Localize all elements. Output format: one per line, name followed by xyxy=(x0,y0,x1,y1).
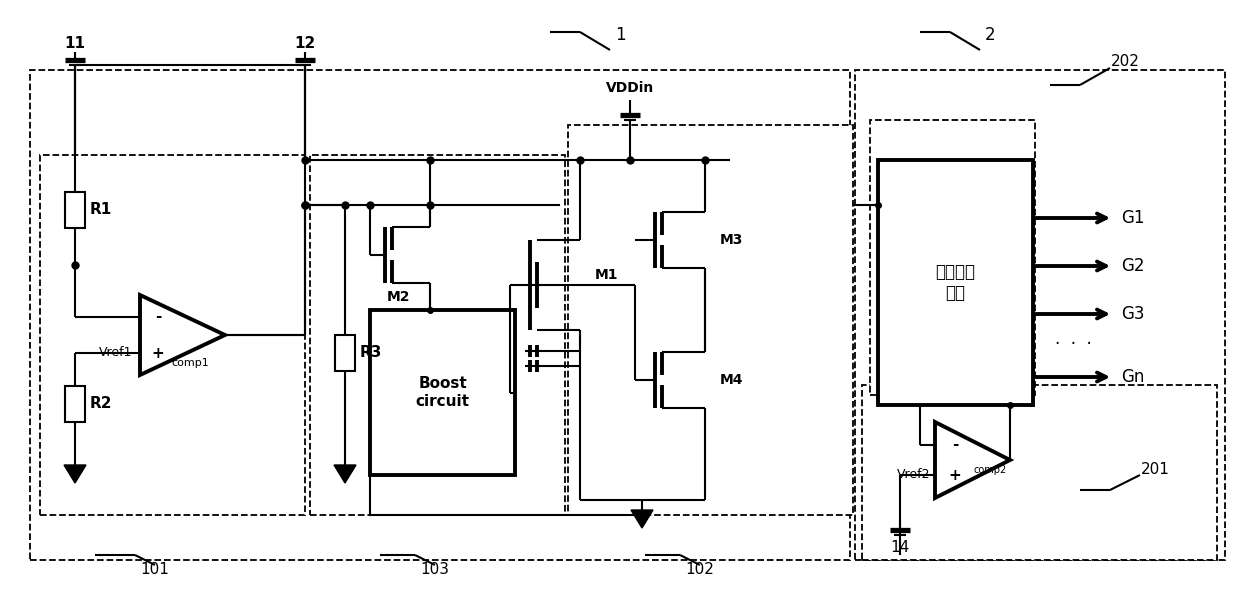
Bar xyxy=(878,160,1033,405)
Polygon shape xyxy=(140,295,224,375)
Text: 103: 103 xyxy=(420,563,449,577)
Text: -: - xyxy=(155,310,161,325)
Text: 101: 101 xyxy=(140,563,170,577)
Text: 1: 1 xyxy=(615,26,625,44)
Polygon shape xyxy=(64,465,86,483)
Text: 202: 202 xyxy=(1111,55,1140,69)
Text: ·  ·  ·: · · · xyxy=(1055,335,1091,353)
Text: 栅极驱动
模块: 栅极驱动 模块 xyxy=(935,263,976,302)
Text: 14: 14 xyxy=(890,540,910,555)
Text: Vref2: Vref2 xyxy=(897,469,930,481)
Text: Boost
circuit: Boost circuit xyxy=(415,376,470,409)
Bar xyxy=(862,385,1216,560)
Bar xyxy=(370,310,515,475)
Text: 11: 11 xyxy=(64,36,86,52)
Text: 102: 102 xyxy=(686,563,714,577)
Bar xyxy=(310,155,565,515)
Text: +: + xyxy=(151,345,165,361)
Text: G3: G3 xyxy=(1121,305,1145,323)
Text: R3: R3 xyxy=(360,345,382,360)
Text: 2: 2 xyxy=(985,26,996,44)
Bar xyxy=(40,155,305,515)
Bar xyxy=(335,334,355,370)
Text: Vref1: Vref1 xyxy=(98,347,131,359)
Text: M4: M4 xyxy=(720,373,744,387)
Text: -: - xyxy=(952,438,959,452)
Text: comp2: comp2 xyxy=(973,465,1007,475)
Text: VDDin: VDDin xyxy=(606,81,655,95)
Bar xyxy=(64,192,86,228)
Polygon shape xyxy=(935,422,1011,498)
Text: R2: R2 xyxy=(91,396,113,412)
Text: G1: G1 xyxy=(1121,209,1145,227)
Bar xyxy=(30,70,849,560)
Text: M2: M2 xyxy=(386,290,409,304)
Text: M3: M3 xyxy=(720,233,743,247)
Bar xyxy=(568,125,853,515)
Bar xyxy=(870,120,1035,395)
Text: 12: 12 xyxy=(294,36,316,52)
Text: comp1: comp1 xyxy=(171,358,208,368)
Bar xyxy=(856,70,1225,560)
Text: +: + xyxy=(949,467,961,483)
Polygon shape xyxy=(334,465,356,483)
Text: Gn: Gn xyxy=(1121,368,1145,386)
Text: R1: R1 xyxy=(91,203,113,217)
Text: M1: M1 xyxy=(595,268,619,282)
Polygon shape xyxy=(631,510,653,528)
Text: G2: G2 xyxy=(1121,257,1145,275)
Text: 201: 201 xyxy=(1141,463,1169,478)
Bar xyxy=(64,386,86,422)
